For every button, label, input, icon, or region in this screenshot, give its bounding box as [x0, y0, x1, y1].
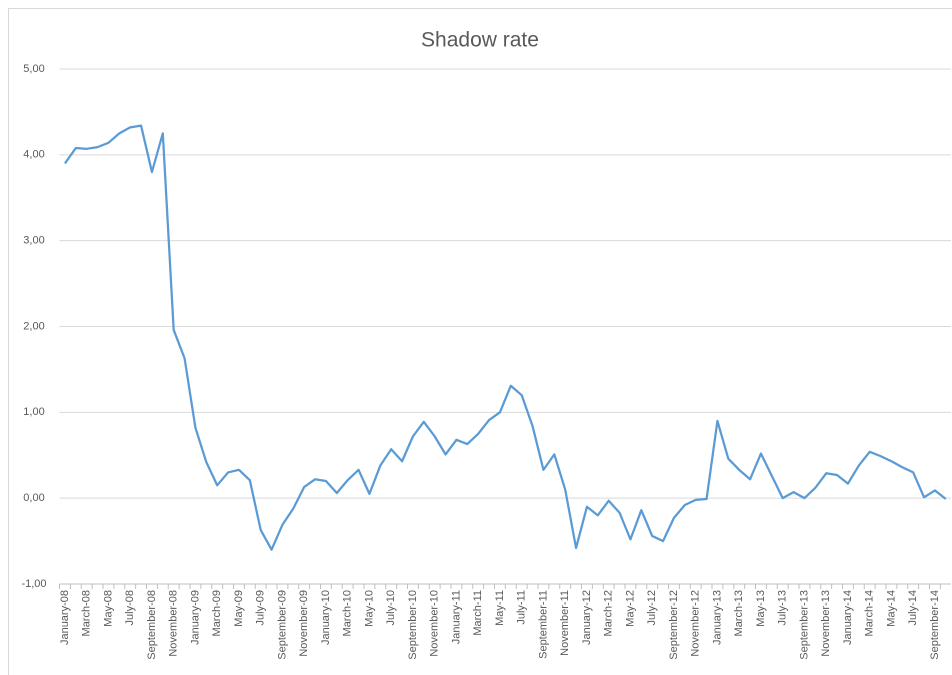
x-tick-label: July-14 — [907, 590, 919, 625]
x-tick-label: May-14 — [885, 590, 897, 627]
y-tick-label: 5,00 — [23, 63, 44, 75]
x-tick-label: July-09 — [255, 590, 267, 625]
x-tick-label: January-08 — [59, 590, 71, 645]
x-tick-label: May-12 — [624, 590, 636, 627]
x-tick-label: March-12 — [603, 590, 615, 636]
y-tick-label: 0,00 — [23, 492, 44, 504]
x-tick-label: March-09 — [211, 590, 223, 636]
x-tick-label: September-09 — [276, 590, 288, 660]
x-tick-label: January-14 — [842, 590, 854, 645]
x-tick-label: May-13 — [755, 590, 767, 627]
x-tick-label: March-14 — [864, 590, 876, 636]
x-tick-label: March-10 — [342, 590, 354, 636]
x-tick-label: May-11 — [494, 590, 506, 626]
x-tick-label: September-13 — [798, 590, 810, 660]
x-tick-label: January-12 — [581, 590, 593, 645]
x-tick-label: May-09 — [233, 590, 245, 627]
x-tick-label: January-11 — [450, 590, 462, 644]
x-tick-label: September-14 — [929, 590, 941, 660]
x-tick-label: July-12 — [646, 590, 658, 625]
y-tick-label: 2,00 — [23, 320, 44, 332]
x-tick-label: November-12 — [690, 590, 702, 657]
x-tick-label: September-08 — [146, 590, 158, 660]
y-tick-label: -1,00 — [21, 578, 46, 590]
x-tick-label: November-13 — [820, 590, 832, 657]
x-tick-label: July-13 — [777, 590, 789, 625]
x-tick-label: November-10 — [429, 590, 441, 657]
x-tick-label: January-09 — [189, 590, 201, 645]
x-tick-label: January-13 — [711, 590, 723, 645]
x-tick-label: November-11 — [559, 590, 571, 656]
x-tick-label: September-10 — [407, 590, 419, 660]
x-tick-label: November-09 — [298, 590, 310, 657]
x-tick-label: January-10 — [320, 590, 332, 645]
x-tick-label: July-10 — [385, 590, 397, 625]
chart-title: Shadow rate — [421, 29, 539, 52]
x-tick-label: July-08 — [124, 590, 136, 625]
x-tick-label: November-08 — [168, 590, 180, 657]
x-tick-label: July-11 — [516, 590, 528, 625]
line — [64, 124, 947, 551]
x-tick-label: May-10 — [363, 590, 375, 627]
x-tick-label: May-08 — [102, 590, 114, 627]
y-tick-label: 1,00 — [23, 406, 44, 418]
x-tick-label: March-11 — [472, 590, 484, 636]
y-tick-label: 4,00 — [23, 149, 44, 161]
y-tick-label: 3,00 — [23, 235, 44, 247]
x-tick-label: September-11 — [537, 590, 549, 659]
x-tick-label: September-12 — [668, 590, 680, 660]
x-tick-label: March-08 — [81, 590, 93, 636]
x-tick-label: March-13 — [733, 590, 745, 636]
chart-frame — [8, 8, 952, 675]
